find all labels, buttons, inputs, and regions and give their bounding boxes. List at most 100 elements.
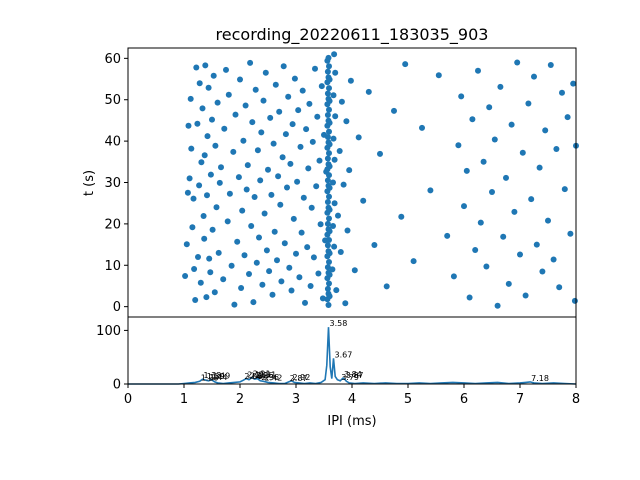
raster-point — [330, 223, 336, 229]
peak-annotation-label: 1.39 — [207, 372, 225, 381]
raster-point — [324, 90, 331, 97]
raster-point — [489, 189, 495, 195]
raster-point — [201, 235, 208, 242]
raster-point — [198, 159, 205, 166]
raster-point — [299, 87, 306, 94]
raster-point — [326, 85, 332, 92]
raster-point — [196, 80, 203, 87]
raster-point — [347, 77, 354, 84]
raster-point — [326, 280, 332, 287]
raster-point — [324, 199, 331, 205]
raster-point — [331, 243, 338, 250]
raster-point — [326, 259, 332, 265]
raster-point — [288, 287, 295, 294]
raster-point — [253, 259, 260, 266]
raster-point — [522, 292, 529, 299]
raster-point — [450, 273, 457, 280]
raster-point — [207, 171, 214, 178]
raster-point — [455, 142, 462, 149]
raster-point — [324, 68, 331, 75]
raster-point — [326, 63, 332, 70]
raster-point — [282, 131, 289, 138]
peak-annotation-label: 7.18 — [531, 374, 549, 383]
raster-y-tick-label: 0 — [113, 300, 121, 315]
raster-point — [290, 215, 297, 222]
raster-point — [228, 262, 235, 269]
raster-point — [199, 105, 206, 112]
raster-point — [326, 106, 332, 113]
raster-point — [514, 59, 521, 66]
raster-point — [545, 217, 551, 224]
peak-annotation-label: 2.16 — [250, 372, 268, 381]
raster-point — [326, 184, 333, 191]
raster-point — [571, 297, 578, 304]
raster-point — [241, 252, 248, 259]
raster-point — [330, 179, 336, 186]
raster-point — [218, 164, 224, 171]
raster-point — [444, 232, 451, 239]
ipi-histogram-line — [128, 327, 577, 385]
raster-point — [355, 134, 362, 141]
raster-point — [383, 283, 390, 290]
raster-point — [324, 242, 331, 249]
raster-point — [207, 269, 214, 276]
raster-point — [570, 80, 577, 87]
raster-point — [332, 69, 339, 76]
raster-point — [325, 302, 332, 308]
raster-point — [531, 73, 537, 80]
raster-point — [435, 72, 442, 79]
raster-point — [302, 299, 308, 306]
raster-point — [211, 289, 218, 296]
raster-point — [280, 63, 287, 70]
histogram-x-tick-label: 1 — [180, 392, 188, 407]
peak-annotation-label: 2.21 — [253, 370, 271, 379]
raster-point — [310, 254, 317, 261]
raster-point — [297, 143, 304, 150]
raster-point — [550, 256, 557, 263]
raster-point — [251, 194, 258, 200]
peak-annotation-label: 1.28 — [201, 373, 219, 382]
raster-point — [195, 254, 201, 260]
raster-point — [326, 172, 332, 179]
peak-annotations: 1.281.331.391.441.49 2.062.112.162.212.26… — [201, 319, 549, 383]
raster-point — [337, 249, 344, 255]
raster-point — [262, 69, 269, 76]
raster-point — [303, 126, 310, 133]
raster-point — [556, 284, 563, 291]
raster-point — [279, 154, 286, 161]
raster-point — [326, 293, 333, 300]
raster-point — [326, 141, 333, 148]
peak-annotation-label: 3.79 — [341, 373, 359, 382]
raster-y-ticks: 0 10 20 30 40 50 60 — [104, 52, 128, 315]
histogram-x-tick-label: 2 — [236, 392, 244, 407]
raster-point — [391, 107, 397, 114]
raster-point — [267, 114, 274, 121]
raster-point — [190, 195, 197, 202]
raster-point — [226, 190, 233, 197]
raster-point — [277, 201, 284, 208]
raster-point — [260, 97, 267, 104]
raster-point — [332, 113, 339, 120]
raster-point — [223, 66, 229, 73]
peak-annotation-label: 2.87 — [290, 374, 308, 383]
raster-point — [312, 65, 318, 72]
raster-point — [326, 237, 332, 243]
raster-point — [240, 137, 247, 144]
raster-point — [237, 76, 243, 83]
raster-point — [427, 187, 434, 194]
raster-point — [331, 156, 338, 163]
peak-annotation-label: 2.06 — [244, 372, 262, 381]
histogram-frame — [127, 316, 577, 385]
raster-point — [326, 193, 332, 200]
raster-point — [317, 221, 324, 228]
peak-annotation-label: 3.58 — [330, 319, 348, 328]
raster-point — [461, 203, 467, 210]
raster-point — [326, 150, 332, 157]
raster-point — [231, 301, 238, 308]
raster-point — [338, 98, 345, 105]
raster-point — [519, 149, 526, 156]
raster-point — [242, 102, 249, 109]
raster-point — [497, 83, 504, 90]
raster-point — [360, 197, 367, 204]
raster-point — [247, 59, 254, 66]
